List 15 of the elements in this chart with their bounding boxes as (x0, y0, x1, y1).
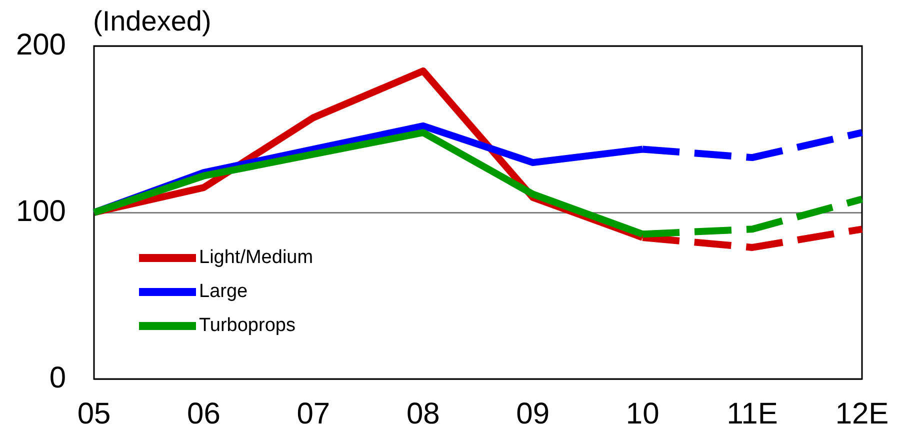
y-axis-title: (Indexed) (93, 6, 212, 37)
legend-label: Turboprops (199, 315, 296, 336)
x-tick-label: 09 (516, 397, 550, 430)
x-tick-label: 12E (835, 397, 889, 430)
legend-label: Large (199, 281, 248, 302)
legend-label: Light/Medium (199, 247, 314, 268)
x-tick-label: 08 (406, 397, 440, 430)
y-tick-label: 100 (16, 194, 66, 228)
x-tick-label: 11E (726, 397, 778, 430)
x-tick-label: 06 (187, 397, 220, 430)
y-tick-label: 0 (49, 361, 66, 394)
y-tick-label: 200 (16, 28, 66, 62)
x-tick-label: 10 (626, 397, 660, 430)
x-tick-label: 05 (77, 397, 111, 430)
x-tick-label: 07 (296, 397, 330, 430)
